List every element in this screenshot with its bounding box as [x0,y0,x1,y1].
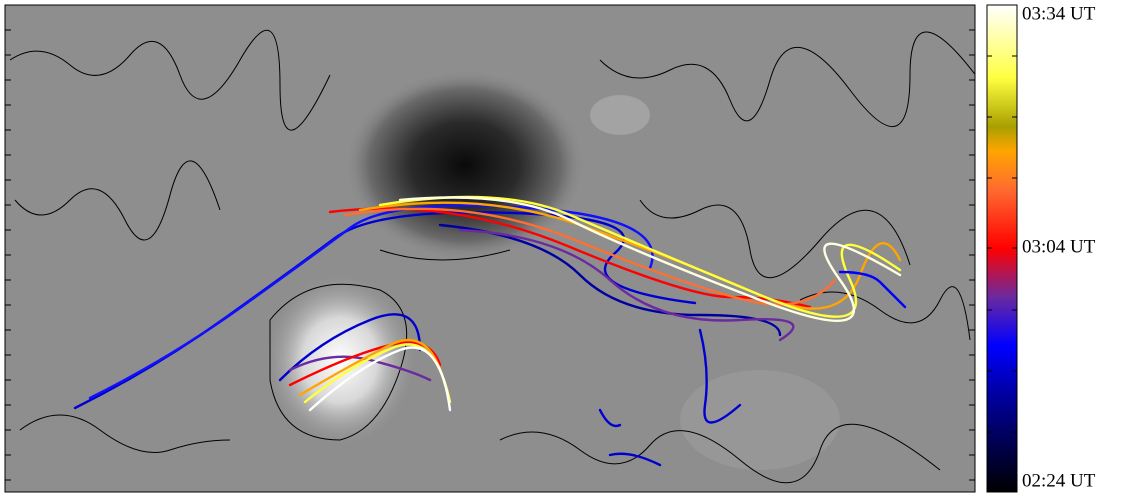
figure: 03:34 UT 03:04 UT 02:24 UT [0,0,1121,497]
colorbar-label: 03:04 UT [1022,236,1096,257]
magnetogram [5,5,990,492]
colorbar-label: 03:34 UT [1022,3,1096,24]
colorbar-label: 02:24 UT [1022,470,1096,491]
